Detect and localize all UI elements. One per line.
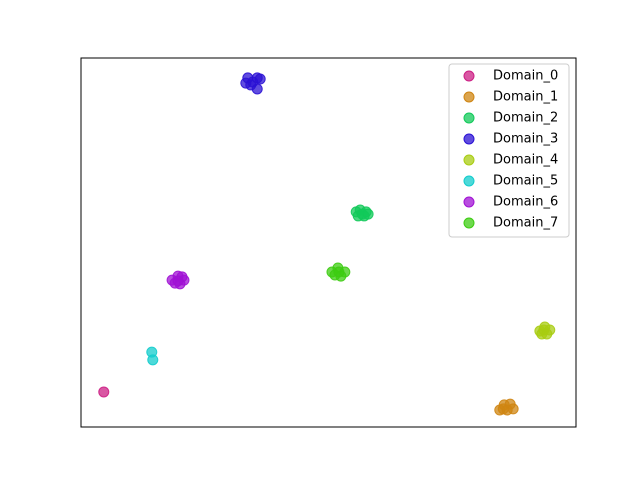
point — [333, 266, 345, 278]
legend-marker — [463, 112, 475, 124]
legend-label: Domain_3 — [493, 132, 558, 147]
legend-marker — [463, 217, 475, 229]
point — [172, 275, 184, 287]
legend-label: Domain_6 — [493, 195, 558, 210]
point — [98, 386, 110, 398]
legend-label: Domain_0 — [493, 69, 558, 84]
legend-box — [448, 63, 570, 238]
point — [254, 73, 266, 85]
point — [362, 208, 374, 220]
legend-label: Domain_5 — [493, 174, 558, 189]
point — [538, 324, 550, 336]
plot-frame — [80, 57, 577, 428]
legend-label: Domain_4 — [493, 153, 558, 168]
legend-marker — [463, 175, 475, 187]
legend-label: Domain_7 — [493, 216, 558, 231]
point — [497, 403, 509, 415]
legend-marker — [463, 154, 475, 166]
legend-label: Domain_1 — [493, 90, 558, 105]
legend-label: Domain_2 — [493, 111, 558, 126]
point — [245, 79, 257, 91]
legend-marker — [463, 196, 475, 208]
point — [147, 354, 159, 366]
legend-marker — [463, 70, 475, 82]
legend-marker — [463, 91, 475, 103]
legend-marker — [463, 133, 475, 145]
